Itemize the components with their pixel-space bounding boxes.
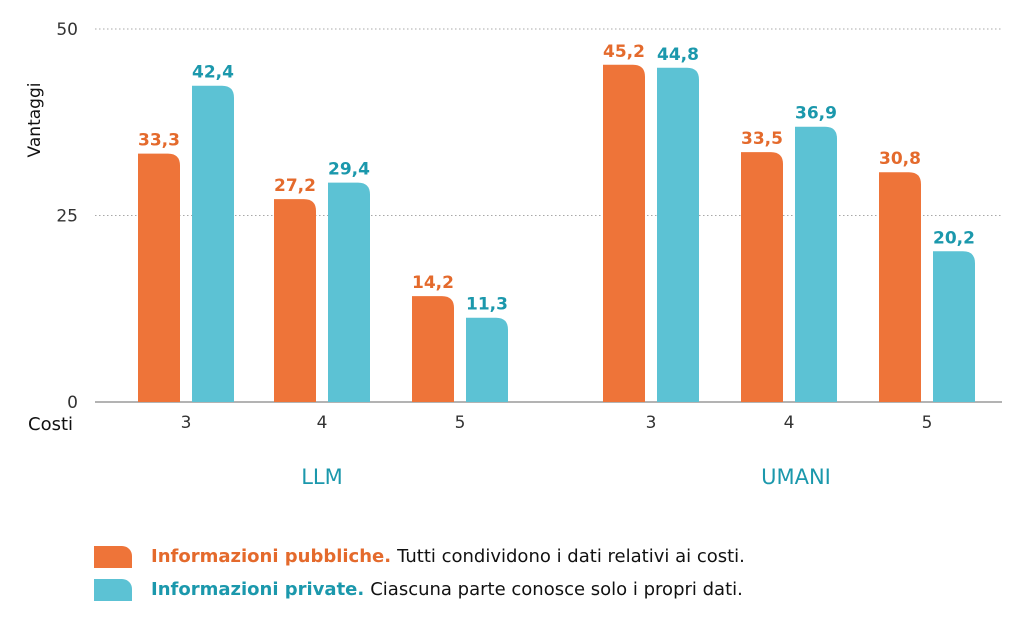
x-tick-label: 4 (317, 413, 328, 433)
bar-umani-3-private (657, 67, 699, 403)
legend-swatch-public (94, 545, 132, 568)
data-label: 14,2 (412, 273, 454, 293)
x-tick-label: 3 (646, 413, 657, 433)
legend-item-private: Informazioni private. Ciascuna parte con… (94, 573, 745, 606)
data-label: 29,4 (328, 160, 370, 180)
legend-title-private: Informazioni private. (151, 579, 365, 600)
y-tick-label: 50 (56, 20, 78, 40)
group-label-umani: UMANI (761, 465, 831, 489)
legend-swatch-private (94, 578, 132, 601)
bar-llm-4-public (274, 199, 316, 402)
bar-umani-4-private (795, 126, 837, 402)
bar-llm-5-public (412, 296, 454, 402)
bars (138, 64, 975, 403)
legend-desc-private: Ciascuna parte conosce solo i propri dat… (370, 579, 743, 600)
x-axis-label: Costi (28, 414, 73, 435)
bar-umani-3-public (603, 64, 645, 403)
data-label: 44,8 (657, 45, 699, 65)
data-label: 33,5 (741, 129, 783, 149)
bar-llm-5-private (466, 317, 508, 402)
y-axis-label: Vantaggi (25, 83, 45, 158)
bar-llm-4-private (328, 182, 370, 402)
legend-desc-public: Tutti condividono i dati relativi ai cos… (397, 546, 745, 567)
y-tick-label: 0 (67, 393, 78, 413)
bar-umani-5-private (933, 251, 975, 402)
legend-item-public: Informazioni pubbliche. Tutti condividon… (94, 540, 745, 573)
bar-chart: 0 25 50 33,3 42,4 3 27,2 29,4 4 14,2 11,3 5 LLM 45,2… (25, 20, 1002, 489)
bar-llm-3-public (138, 153, 180, 402)
bar-umani-5-public (879, 172, 921, 402)
data-label: 30,8 (879, 149, 921, 169)
bar-llm-3-private (192, 85, 234, 403)
data-label: 45,2 (603, 42, 645, 62)
legend-title-public: Informazioni pubbliche. (151, 546, 392, 567)
data-label: 42,4 (192, 63, 234, 83)
grid: 0 25 50 (56, 20, 1002, 413)
x-tick-label: 5 (455, 413, 466, 433)
legend: Informazioni pubbliche. Tutti condividon… (94, 540, 745, 606)
data-label: 20,2 (933, 228, 975, 248)
data-label: 27,2 (274, 176, 316, 196)
group-label-llm: LLM (301, 465, 343, 489)
x-tick-label: 5 (922, 413, 933, 433)
data-label: 36,9 (795, 104, 837, 124)
x-tick-label: 3 (181, 413, 192, 433)
data-label: 11,3 (466, 295, 508, 315)
bar-umani-4-public (741, 152, 783, 402)
y-tick-label: 25 (56, 207, 78, 227)
data-label: 33,3 (138, 131, 180, 151)
x-tick-label: 4 (784, 413, 795, 433)
